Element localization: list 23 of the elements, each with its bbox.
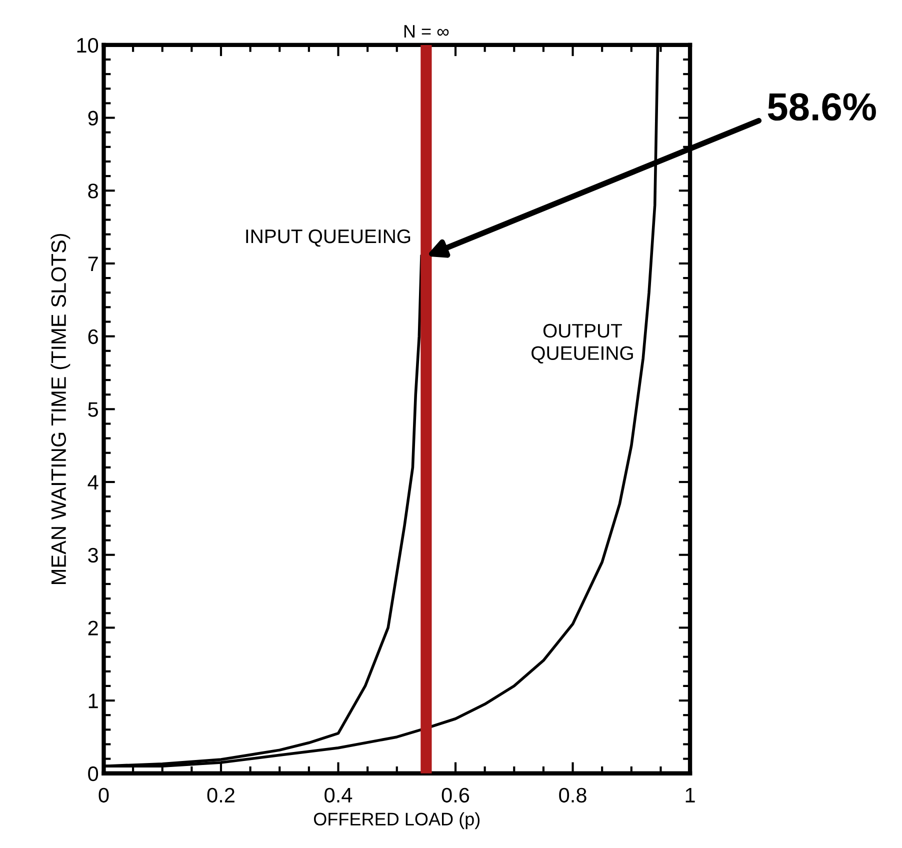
x-tick-label: 0.8 <box>559 788 586 803</box>
annotation: OUTPUT QUEUEING <box>532 324 633 364</box>
y-tick-label: 2 <box>88 620 98 636</box>
x-tick-label: 0.2 <box>207 788 234 803</box>
y-tick-label: 7 <box>88 256 98 272</box>
text: 58.6% <box>768 93 876 121</box>
x-tick-label: 0 <box>98 788 109 803</box>
y-tick-label: 10 <box>77 38 98 53</box>
y-axis-title: MEAN WAITING TIME (TIME SLOTS) <box>50 234 70 584</box>
y-tick-label: 6 <box>88 329 98 344</box>
x-tick-label: 1 <box>686 788 695 802</box>
y-tick-label: 4 <box>88 475 98 490</box>
y-tick-label: 9 <box>88 110 98 126</box>
x-tick-label: 0.6 <box>442 788 470 803</box>
y-tick-label: 3 <box>88 548 98 563</box>
x-tick-label: 0.4 <box>324 788 352 803</box>
annotation: INPUT QUEUEING <box>246 229 410 247</box>
x-axis-title: OFFERED LOAD (p) <box>314 812 480 830</box>
y-tick-label: 1 <box>88 694 98 708</box>
ref-line-label: N = ∞ <box>404 25 449 38</box>
y-tick-label: 5 <box>88 402 98 417</box>
y-tick-label: 8 <box>88 184 98 198</box>
y-tick-label: 0 <box>88 766 98 782</box>
